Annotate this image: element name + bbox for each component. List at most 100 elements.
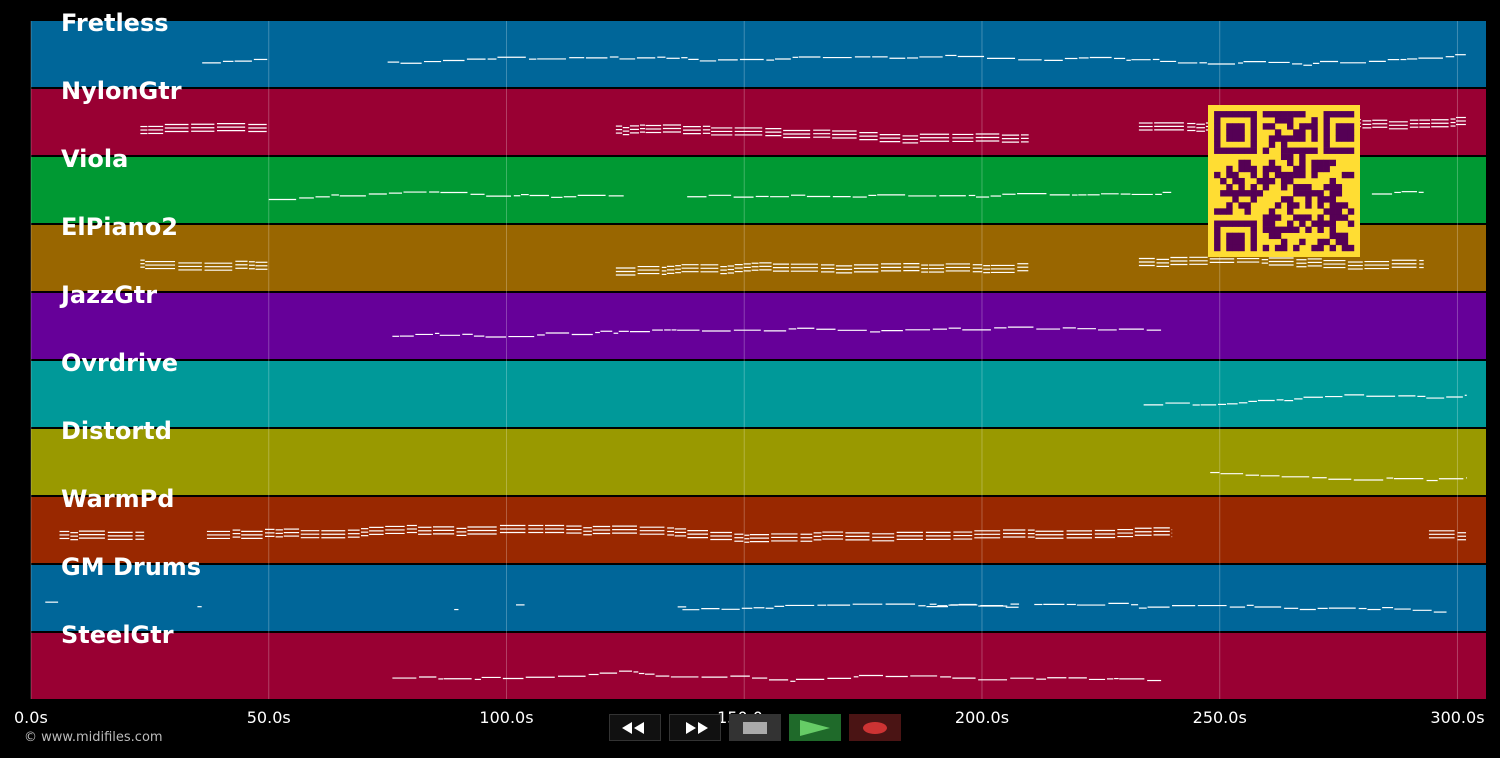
qr-module xyxy=(1293,111,1300,118)
track-label: NylonGtr xyxy=(61,77,182,105)
qr-module xyxy=(1244,208,1251,215)
qr-module xyxy=(1317,238,1324,246)
qr-module xyxy=(1238,177,1245,185)
qr-module xyxy=(1262,111,1270,118)
qr-module xyxy=(1274,111,1282,118)
qr-module xyxy=(1293,184,1300,191)
copyright-text: © www.midifiles.com xyxy=(24,730,163,745)
qr-module xyxy=(1232,147,1239,154)
record-icon xyxy=(862,721,887,734)
qr-module xyxy=(1262,184,1270,191)
qr-module xyxy=(1274,226,1282,233)
qr-module xyxy=(1226,123,1233,130)
qr-module xyxy=(1317,226,1324,233)
record-button[interactable] xyxy=(849,714,901,741)
qr-module xyxy=(1311,171,1318,179)
qr-module xyxy=(1238,135,1245,142)
qr-module xyxy=(1262,165,1270,173)
qr-module xyxy=(1305,184,1312,191)
qr-module xyxy=(1287,177,1294,185)
qr-module xyxy=(1238,147,1245,154)
qr-module xyxy=(1347,123,1355,130)
qr-module xyxy=(1226,184,1233,191)
track-label: WarmPd xyxy=(61,485,174,513)
time-tick-label: 0.0s xyxy=(14,708,48,727)
qr-module xyxy=(1268,177,1276,185)
qr-module xyxy=(1323,147,1330,154)
time-tick-label: 50.0s xyxy=(247,708,291,727)
qr-module xyxy=(1244,159,1251,167)
fast-forward-button[interactable] xyxy=(669,714,722,741)
qr-module xyxy=(1280,135,1288,142)
qr-module xyxy=(1268,214,1276,221)
qr-module xyxy=(1238,244,1245,252)
qr-module xyxy=(1287,123,1294,130)
qr-module xyxy=(1305,123,1312,130)
qr-module xyxy=(1347,147,1355,154)
qr-module xyxy=(1287,208,1294,215)
qr-module xyxy=(1262,147,1270,154)
qr-module xyxy=(1311,244,1318,252)
stop-button[interactable] xyxy=(729,714,782,741)
qr-module xyxy=(1226,220,1233,227)
qr-module xyxy=(1262,123,1270,130)
qr-module xyxy=(1250,123,1257,130)
qr-module xyxy=(1317,202,1324,209)
qr-module xyxy=(1311,159,1318,167)
qr-module xyxy=(1329,177,1336,185)
qr-module xyxy=(1317,214,1324,221)
qr-module xyxy=(1335,238,1343,246)
qr-module xyxy=(1232,220,1239,227)
time-tick-label: 250.0s xyxy=(1193,708,1247,727)
qr-module xyxy=(1341,214,1349,221)
qr-module xyxy=(1250,141,1257,148)
qr-module xyxy=(1347,111,1355,118)
qr-module xyxy=(1214,135,1221,142)
qr-module xyxy=(1238,184,1245,191)
qr-module xyxy=(1329,190,1336,197)
qr-module xyxy=(1214,220,1221,227)
qr-module xyxy=(1311,190,1318,197)
qr-module xyxy=(1317,244,1324,252)
qr-module xyxy=(1238,165,1245,173)
qr-module xyxy=(1226,244,1233,252)
qr-module xyxy=(1323,135,1330,142)
qr-module xyxy=(1341,123,1349,130)
qr-module xyxy=(1250,129,1257,136)
qr-module xyxy=(1226,232,1233,240)
qr-module xyxy=(1329,196,1336,203)
qr-module xyxy=(1250,232,1257,240)
qr-module xyxy=(1226,129,1233,136)
qr-module xyxy=(1341,147,1349,154)
qr-module xyxy=(1256,190,1264,197)
qr-module xyxy=(1226,165,1233,173)
qr-module xyxy=(1238,111,1245,118)
play-button[interactable] xyxy=(789,714,841,741)
qr-module xyxy=(1341,238,1349,246)
track-label: Fretless xyxy=(61,9,169,37)
qr-module xyxy=(1347,129,1355,136)
qr-module xyxy=(1299,238,1306,246)
qr-module xyxy=(1335,202,1343,209)
qr-module xyxy=(1323,184,1330,191)
track-label: JazzGtr xyxy=(59,281,157,309)
qr-module xyxy=(1214,226,1221,233)
track-lane xyxy=(31,361,1486,427)
qr-module xyxy=(1311,147,1318,154)
qr-module xyxy=(1335,147,1343,154)
rewind-button[interactable] xyxy=(609,714,662,741)
track-lane xyxy=(31,565,1486,631)
qr-module xyxy=(1280,196,1288,203)
time-tick-label: 100.0s xyxy=(479,708,533,727)
qr-module xyxy=(1250,184,1257,191)
qr-module xyxy=(1238,190,1245,197)
qr-module xyxy=(1305,226,1312,233)
qr-module xyxy=(1232,238,1239,246)
qr-module xyxy=(1280,184,1288,191)
qr-module xyxy=(1244,190,1251,197)
qr-module xyxy=(1220,208,1227,215)
qr-module xyxy=(1232,111,1239,118)
qr-module xyxy=(1226,190,1233,197)
qr-module xyxy=(1329,232,1336,240)
track-label: ElPiano2 xyxy=(61,213,178,241)
